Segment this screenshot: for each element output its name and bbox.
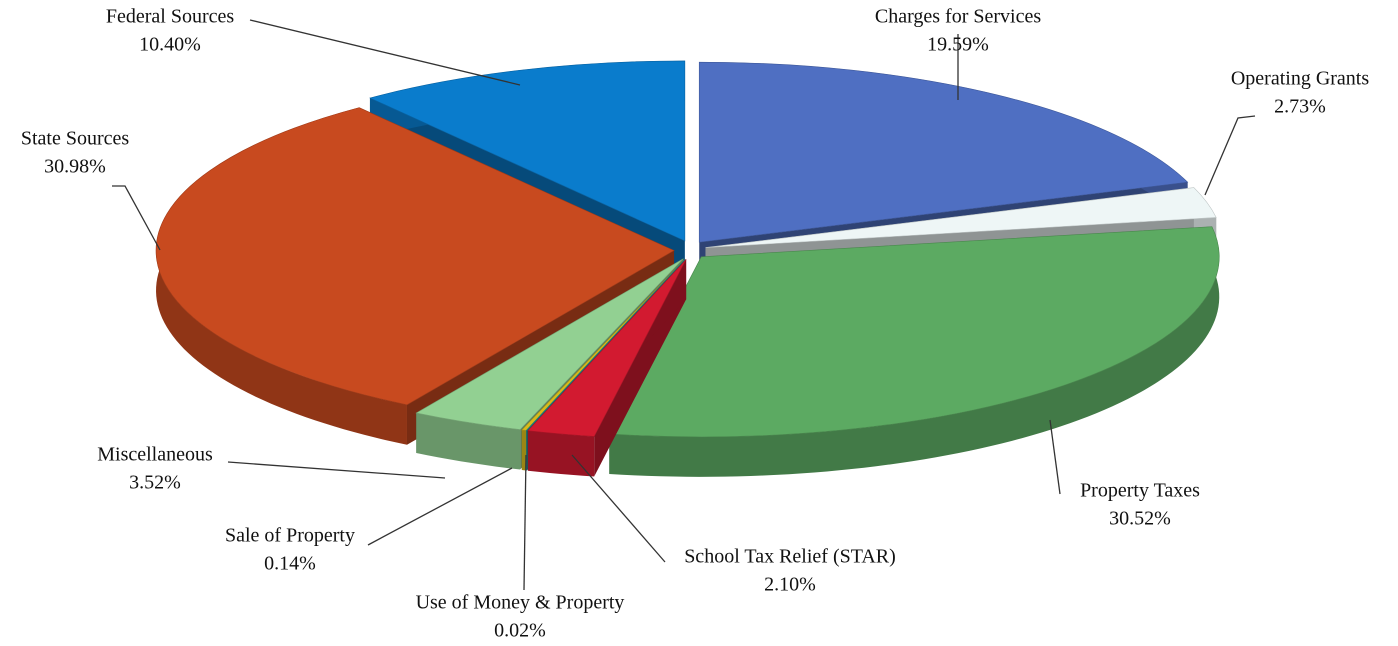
slice-value-label: 19.59% <box>927 34 989 56</box>
slice-label: Charges for Services <box>875 6 1041 28</box>
slice-value-label: 3.52% <box>129 472 181 494</box>
slice-label: Property Taxes <box>1080 480 1200 502</box>
leader-line <box>571 454 666 563</box>
slice-value-label: 10.40% <box>139 34 201 56</box>
slice <box>705 187 1217 248</box>
slice-value-label: 0.14% <box>264 553 316 575</box>
slice-value-label: 30.98% <box>44 156 106 178</box>
slice-value-label: 30.52% <box>1109 508 1171 530</box>
slice-side <box>416 412 521 470</box>
leader-line <box>112 185 161 251</box>
slice <box>369 60 686 242</box>
slice-label: School Tax Relief (STAR) <box>684 546 896 568</box>
slice-label: Use of Money & Property <box>416 592 625 614</box>
slice <box>527 259 687 437</box>
slice <box>415 258 684 430</box>
leader-line <box>367 467 513 546</box>
slice-group <box>608 226 1220 477</box>
slice-side <box>521 429 527 471</box>
slice-group <box>527 259 687 477</box>
slice-label: State Sources <box>21 128 130 150</box>
slice <box>608 226 1220 438</box>
slice <box>698 61 1189 243</box>
slice-label: Operating Grants <box>1231 68 1370 90</box>
leader-line <box>249 19 521 86</box>
slice-value-label: 0.02% <box>494 620 546 642</box>
leader-line <box>1204 115 1256 196</box>
slice-label: Sale of Property <box>225 525 355 547</box>
slice-value-label: 2.10% <box>764 574 816 596</box>
slice-side <box>609 226 1220 477</box>
slice <box>155 107 675 406</box>
slice-value-label: 2.73% <box>1274 96 1326 118</box>
leader-line <box>523 454 527 591</box>
slice-label: Miscellaneous <box>97 444 213 466</box>
leader-line <box>227 461 446 479</box>
leader-line <box>1049 419 1061 495</box>
slice-label: Federal Sources <box>106 6 235 28</box>
slice-side <box>527 430 595 477</box>
slice <box>525 258 686 431</box>
